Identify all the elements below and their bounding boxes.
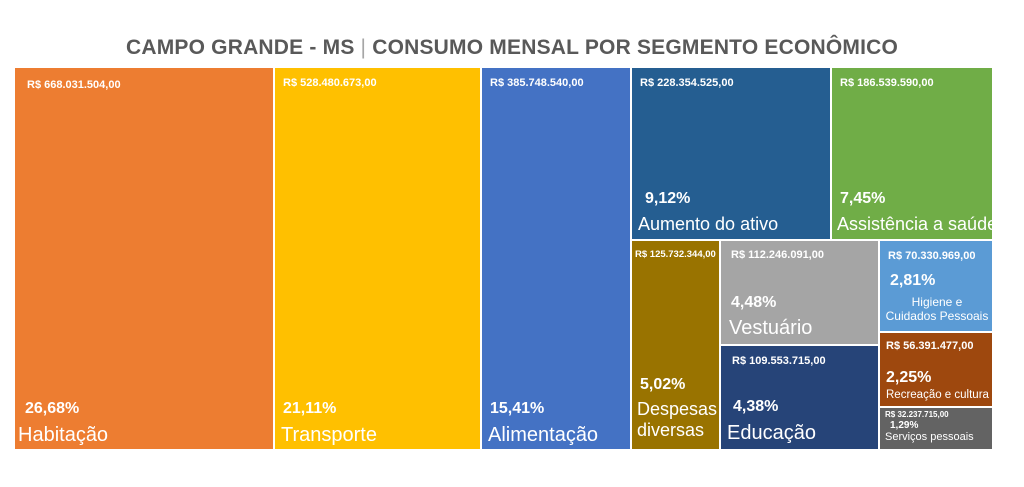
tile-category-label: Recreação e cultura	[886, 389, 989, 401]
tile-category-label: Despesas diversas	[637, 399, 718, 440]
chart-title-left: CAMPO GRANDE - MS	[125, 36, 355, 59]
tile-value-label: R$ 70.330.969,00	[888, 250, 976, 262]
tile-percent-label: 1,29%	[890, 420, 919, 431]
tile-percent-label: 2,81%	[890, 272, 936, 289]
treemap-tile: R$ 186.539.590,00 7,45% Assistência a saúd…	[831, 67, 993, 240]
treemap-tile: R$ 112.246.091,00 4,48% Vestuário	[720, 240, 879, 345]
tile-percent-label: 9,12%	[645, 190, 691, 207]
tile-category-label: Educação	[727, 422, 816, 444]
tile-value-label: R$ 528.480.673,00	[283, 77, 377, 89]
tile-category-label: Vestuário	[729, 317, 813, 339]
treemap-tile: R$ 385.748.540,00 15,41% Alimentação	[481, 67, 631, 450]
tile-category-label: Serviços pessoais	[885, 431, 974, 443]
tile-value-label: R$ 228.354.525,00	[640, 77, 734, 89]
tile-percent-label: 5,02%	[640, 376, 686, 393]
tile-value-label: R$ 32.237.715,00	[885, 410, 949, 419]
tile-category-label: Aumento do ativo	[638, 214, 779, 234]
treemap-tile: R$ 70.330.969,00 2,81% Higiene e Cuidados P…	[879, 240, 993, 332]
chart-title-separator: |	[360, 36, 367, 59]
tile-value-label: R$ 109.553.715,00	[732, 355, 826, 367]
chart-title-right: CONSUMO MENSAL POR SEGMENTO ECONÔMICO	[372, 36, 899, 59]
treemap-tile: R$ 528.480.673,00 21,11% Transporte	[274, 67, 481, 450]
tile-value-label: R$ 112.246.091,00	[731, 249, 824, 261]
tile-value-label: R$ 125.732.344,00	[635, 249, 716, 260]
tile-category-label: Assistência a saúde	[837, 214, 993, 234]
tile-value-label: R$ 668.031.504,00	[27, 79, 121, 91]
treemap-tile: R$ 228.354.525,00 9,12% Aumento do ativo	[631, 67, 831, 240]
tile-percent-label: 26,68%	[25, 400, 80, 417]
tile-percent-label: 4,48%	[731, 294, 777, 311]
tile-percent-label: 2,25%	[886, 369, 932, 386]
treemap-tile: R$ 56.391.477,00 2,25% Recreação e cultura	[879, 332, 993, 407]
treemap-tile: R$ 668.031.504,00 26,68% Habitação	[14, 67, 274, 450]
treemap-tile: R$ 109.553.715,00 4,38% Educação	[720, 345, 879, 450]
tile-category-label: Higiene e Cuidados Pessoais	[885, 295, 989, 323]
tile-category-label: Habitação	[18, 424, 109, 446]
tile-value-label: R$ 56.391.477,00	[886, 340, 974, 352]
treemap-tile: R$ 32.237.715,00 1,29% Serviços pessoais	[879, 407, 993, 450]
tile-percent-label: 7,45%	[840, 190, 886, 207]
tile-percent-label: 15,41%	[490, 400, 545, 417]
tile-category-label: Transporte	[281, 424, 377, 446]
tile-percent-label: 4,38%	[733, 398, 779, 415]
chart-title: CAMPO GRANDE - MS | CONSUMO MENSAL POR SEG…	[0, 36, 1024, 60]
tile-category-label: Alimentação	[488, 424, 599, 446]
treemap-tile: R$ 125.732.344,00 5,02% Despesas diversas	[631, 240, 720, 450]
tile-value-label: R$ 186.539.590,00	[840, 77, 934, 89]
tile-value-label: R$ 385.748.540,00	[490, 77, 584, 89]
tile-percent-label: 21,11%	[283, 400, 337, 417]
